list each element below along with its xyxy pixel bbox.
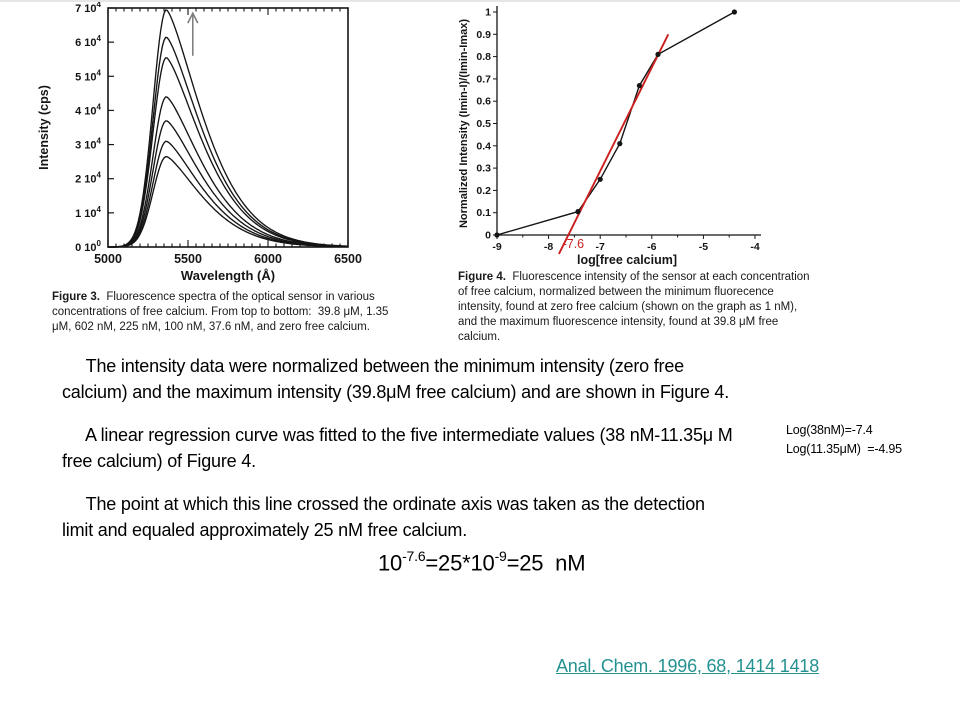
svg-text:5 104: 5 104 [75, 68, 101, 83]
svg-text:0 100: 0 100 [75, 239, 101, 254]
figure3-chart: 5000 5500 6000 6500 0 100 1 104 2 104 3 104 4 10… [37, 2, 362, 283]
svg-text:-5: -5 [699, 241, 708, 253]
caption-line: and the maximum fluorescence intensity, … [458, 316, 779, 328]
svg-text:1: 1 [485, 7, 491, 19]
svg-text:-4: -4 [750, 241, 759, 253]
svg-text:-8: -8 [544, 241, 553, 253]
svg-text:log[free calcium]: log[free calcium] [577, 253, 677, 267]
log-note-line-2: Log(11.35μM) =-4.95 [786, 442, 902, 456]
figure4-chart: 0 0.1 0.2 0.3 0.4 0.5 0.6 0.7 0.8 0.9 1 -9 -8 -7 -6 -5 -… [458, 6, 761, 267]
body-line: A linear regression curve was fitted to … [62, 425, 733, 445]
figure4-caption: Figure 4. Fluorescence intensity of the … [458, 270, 810, 345]
svg-text:3 104: 3 104 [75, 137, 101, 152]
equation-base: 10 [378, 550, 403, 576]
svg-text:6500: 6500 [334, 252, 362, 266]
svg-text:0.8: 0.8 [476, 51, 491, 63]
svg-text:0.3: 0.3 [476, 163, 491, 175]
figure3-caption-label: Figure 3. [52, 291, 100, 303]
svg-text:6 104: 6 104 [75, 34, 101, 49]
equation-middle: =25*10 [425, 550, 495, 576]
figure3-caption-text: Fluorescence spectra of the optical sens… [99, 291, 375, 303]
figure3-block: 5000 5500 6000 6500 0 100 1 104 2 104 3 104 4 10… [30, 2, 430, 290]
svg-text:0: 0 [485, 230, 491, 242]
svg-text:Intensity (cps): Intensity (cps) [37, 85, 51, 170]
body-line: The intensity data were normalized betwe… [62, 356, 684, 376]
figure4-caption-label: Figure 4. [458, 271, 506, 283]
figure4-caption-text: Fluorescence intensity of the sensor at … [505, 271, 810, 283]
detection-limit-equation: 10-7.6=25*10-9=25 nM [378, 548, 586, 576]
svg-text:4 104: 4 104 [75, 102, 101, 117]
svg-text:-6: -6 [647, 241, 656, 253]
svg-text:-7: -7 [596, 241, 605, 253]
equation-result: =25 nM [506, 550, 586, 576]
svg-text:5500: 5500 [174, 252, 202, 266]
caption-line: concentrations of free calcium. From top… [52, 306, 389, 318]
body-line: The point at which this line crossed the… [62, 494, 705, 514]
paragraph-detection-limit: The point at which this line crossed the… [62, 491, 802, 543]
body-text: The intensity data were normalized betwe… [62, 353, 802, 560]
equation-exponent-2: -9 [494, 548, 507, 564]
svg-text:0.5: 0.5 [476, 118, 491, 130]
body-line: limit and equaled approximately 25 nM fr… [62, 520, 468, 540]
svg-text:1 104: 1 104 [75, 205, 101, 220]
svg-text:0.1: 0.1 [476, 207, 491, 219]
svg-text:0.4: 0.4 [476, 140, 491, 152]
body-line: free calcium) of Figure 4. [62, 451, 256, 471]
caption-line: Figure 3. Fluorescence spectra of the op… [52, 290, 432, 305]
log-values-note: Log(38nM)=-7.4 Log(11.35μM) =-4.95 [786, 421, 958, 459]
figure3-caption: Figure 3. Fluorescence spectra of the op… [52, 290, 432, 335]
paragraph-normalization: The intensity data were normalized betwe… [62, 353, 802, 405]
caption-line: intensity, found at zero free calcium (s… [458, 301, 798, 313]
svg-text:-9: -9 [492, 241, 501, 253]
svg-text:0.6: 0.6 [476, 96, 491, 108]
log-note-line-1: Log(38nM)=-7.4 [786, 423, 873, 437]
svg-text:7 104: 7 104 [75, 2, 101, 15]
equation-exponent-1: -7.6 [402, 548, 426, 564]
caption-line: μM, 602 nM, 225 nM, 100 nM, 37.6 nM, and… [52, 321, 370, 333]
svg-text:5000: 5000 [94, 252, 122, 266]
body-line: calcium) and the maximum intensity (39.8… [62, 382, 730, 402]
svg-text:Wavelength (Å): Wavelength (Å) [181, 268, 275, 283]
svg-text:0.7: 0.7 [476, 73, 491, 85]
paragraph-regression: A linear regression curve was fitted to … [62, 422, 802, 474]
svg-text:0.9: 0.9 [476, 29, 491, 41]
svg-text:2 104: 2 104 [75, 171, 101, 186]
svg-text:0.2: 0.2 [476, 185, 491, 197]
caption-line: Figure 4. Fluorescence intensity of the … [458, 270, 810, 285]
caption-line: of free calcium, normalized between the … [458, 286, 774, 298]
svg-text:-7.6: -7.6 [563, 237, 585, 251]
svg-text:Normalized Intensity (Imin-I)/: Normalized Intensity (Imin-I)/(Imin-Imax… [458, 19, 470, 228]
citation-link[interactable]: Anal. Chem. 1996, 68, 1414 1418 [556, 656, 820, 676]
svg-text:6000: 6000 [254, 252, 282, 266]
figure4-block: 0 0.1 0.2 0.3 0.4 0.5 0.6 0.7 0.8 0.9 1 -9 -8 -7 -6 -5 -… [455, 2, 790, 268]
caption-line: calcium. [458, 331, 501, 343]
